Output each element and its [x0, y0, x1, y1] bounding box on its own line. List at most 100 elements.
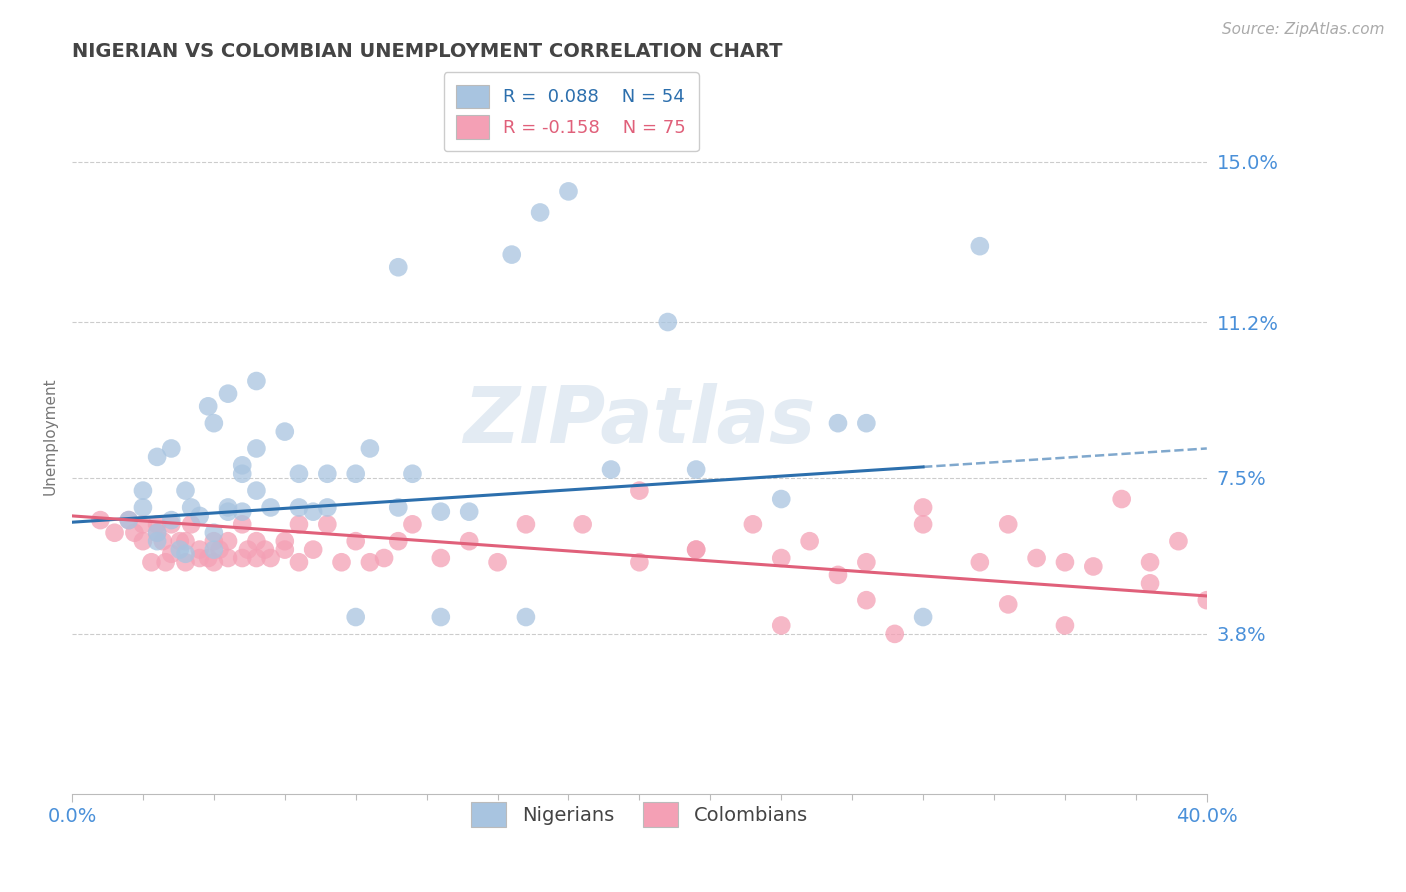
Point: [208, 542, 231, 557]
Point: [146, 450, 169, 464]
Point: [202, 534, 225, 549]
Point: [302, 505, 325, 519]
Point: [231, 505, 253, 519]
Point: [969, 555, 991, 569]
Point: [387, 500, 409, 515]
Point: [997, 517, 1019, 532]
Point: [160, 442, 183, 456]
Point: [401, 467, 423, 481]
Point: [202, 542, 225, 557]
Text: NIGERIAN VS COLOMBIAN UNEMPLOYMENT CORRELATION CHART: NIGERIAN VS COLOMBIAN UNEMPLOYMENT CORRE…: [72, 42, 783, 61]
Point: [883, 627, 905, 641]
Point: [685, 542, 707, 557]
Point: [236, 542, 259, 557]
Point: [288, 555, 311, 569]
Point: [174, 547, 197, 561]
Point: [155, 555, 177, 569]
Point: [160, 517, 183, 532]
Point: [387, 534, 409, 549]
Point: [969, 239, 991, 253]
Point: [174, 534, 197, 549]
Point: [124, 525, 146, 540]
Point: [231, 551, 253, 566]
Point: [245, 374, 267, 388]
Point: [253, 542, 276, 557]
Point: [770, 551, 793, 566]
Point: [174, 555, 197, 569]
Point: [245, 442, 267, 456]
Point: [231, 458, 253, 473]
Point: [799, 534, 821, 549]
Point: [146, 534, 169, 549]
Point: [197, 551, 219, 566]
Point: [141, 555, 163, 569]
Point: [912, 500, 935, 515]
Point: [529, 205, 551, 219]
Point: [359, 555, 381, 569]
Point: [316, 517, 339, 532]
Point: [146, 517, 169, 532]
Point: [430, 610, 453, 624]
Point: [259, 551, 281, 566]
Point: [501, 247, 523, 261]
Point: [770, 618, 793, 632]
Point: [132, 483, 155, 498]
Point: [912, 517, 935, 532]
Point: [344, 610, 367, 624]
Point: [387, 260, 409, 275]
Point: [245, 551, 267, 566]
Point: [316, 500, 339, 515]
Point: [571, 517, 593, 532]
Text: ZIPatlas: ZIPatlas: [464, 384, 815, 459]
Point: [217, 551, 239, 566]
Point: [344, 467, 367, 481]
Point: [188, 551, 211, 566]
Point: [359, 442, 381, 456]
Point: [231, 517, 253, 532]
Point: [259, 500, 281, 515]
Point: [160, 513, 183, 527]
Point: [741, 517, 763, 532]
Point: [132, 534, 155, 549]
Point: [245, 534, 267, 549]
Point: [288, 467, 311, 481]
Point: [316, 467, 339, 481]
Point: [180, 500, 202, 515]
Point: [202, 525, 225, 540]
Point: [685, 462, 707, 476]
Point: [274, 542, 297, 557]
Point: [1053, 618, 1076, 632]
Point: [217, 534, 239, 549]
Y-axis label: Unemployment: Unemployment: [44, 377, 58, 495]
Point: [657, 315, 679, 329]
Point: [217, 505, 239, 519]
Point: [169, 542, 191, 557]
Point: [302, 542, 325, 557]
Point: [770, 491, 793, 506]
Point: [855, 593, 877, 607]
Point: [288, 517, 311, 532]
Point: [118, 513, 141, 527]
Point: [180, 517, 202, 532]
Point: [132, 500, 155, 515]
Point: [188, 542, 211, 557]
Point: [188, 508, 211, 523]
Point: [160, 547, 183, 561]
Point: [430, 505, 453, 519]
Point: [997, 598, 1019, 612]
Point: [515, 517, 537, 532]
Point: [103, 525, 125, 540]
Point: [1139, 576, 1161, 591]
Point: [1139, 555, 1161, 569]
Point: [628, 483, 651, 498]
Point: [274, 425, 297, 439]
Point: [628, 555, 651, 569]
Point: [197, 400, 219, 414]
Point: [1053, 555, 1076, 569]
Text: Source: ZipAtlas.com: Source: ZipAtlas.com: [1222, 22, 1385, 37]
Point: [458, 534, 481, 549]
Point: [486, 555, 509, 569]
Point: [685, 542, 707, 557]
Point: [146, 525, 169, 540]
Point: [288, 500, 311, 515]
